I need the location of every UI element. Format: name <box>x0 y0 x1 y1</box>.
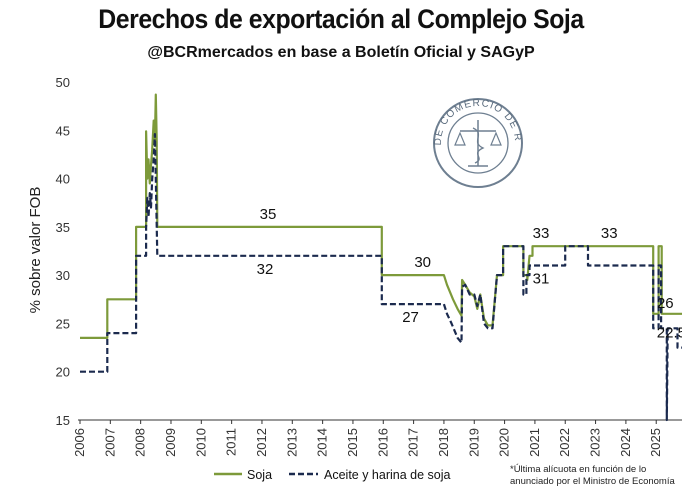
series-layer <box>80 93 682 422</box>
y-axis-label: % sobre valor FOB <box>27 187 44 314</box>
x-tick-label: 2025 <box>648 428 663 457</box>
footnote-line-1: *Última alícuota en función de lo <box>510 464 646 475</box>
data-label: 33 <box>601 225 618 242</box>
y-tick-label: 35 <box>56 220 70 235</box>
x-tick-label: 2016 <box>375 428 390 457</box>
y-tick-label: 30 <box>56 268 70 283</box>
x-tick-label: 2008 <box>133 428 148 457</box>
x-tick-label: 2022 <box>557 428 572 457</box>
data-label: 33 <box>533 225 550 242</box>
series-line-aceite-harina <box>80 133 682 422</box>
legend: Soja Aceite y harina de soja <box>214 468 451 482</box>
bcr-seal-logo: BOLSA DE COMERCIO DE ROSARIO <box>0 0 523 188</box>
annotations-layer: 35 32 30 27 33 31 33 26 22.5 <box>257 206 682 342</box>
x-tick-label: 2017 <box>406 428 421 457</box>
x-tick-label: 2015 <box>345 428 360 457</box>
legend-label-soja: Soja <box>247 468 272 482</box>
legend-label-aceite: Aceite y harina de soja <box>324 468 451 482</box>
x-tick-label: 2021 <box>527 428 542 457</box>
x-tick-label: 2006 <box>72 428 87 457</box>
y-tick-label: 25 <box>56 316 70 331</box>
data-label: 31 <box>533 270 550 287</box>
chart-title: Derechos de exportación al Complejo Soja <box>98 4 584 34</box>
svg-text:BOLSA DE COMERCIO DE ROSARIO: BOLSA DE COMERCIO DE ROSARIO <box>0 0 523 146</box>
data-label: 35 <box>260 206 277 223</box>
x-tick-label: 2020 <box>497 428 512 457</box>
y-tick-label: 40 <box>56 172 70 187</box>
x-tick-label: 2014 <box>315 428 330 457</box>
x-tick-label: 2019 <box>466 428 481 457</box>
data-label: 30 <box>414 254 431 271</box>
data-label: 27 <box>402 309 419 326</box>
seal-lettering: BOLSA DE COMERCIO DE ROSARIO <box>0 0 522 146</box>
x-tick-label: 2011 <box>224 428 239 456</box>
x-axis-ticks: 2006 2007 2008 2009 2010 2011 2012 2013 2014 2015… <box>72 420 663 457</box>
y-tick-label: 45 <box>56 123 70 138</box>
x-tick-label: 2024 <box>618 428 633 457</box>
x-tick-label: 2009 <box>163 428 178 457</box>
y-tick-label: 20 <box>56 365 70 380</box>
x-tick-label: 2018 <box>436 428 451 457</box>
x-tick-label: 2012 <box>254 428 269 457</box>
data-label: 32 <box>257 261 274 278</box>
series-line-soja <box>80 93 682 339</box>
y-axis-ticks: 15 20 25 30 35 40 45 50 <box>56 75 70 428</box>
data-label: 26 <box>657 295 674 312</box>
footnote-line-2: anunciado por el Ministro de Economía <box>510 476 675 487</box>
y-tick-label: 15 <box>56 413 70 428</box>
data-label: 22.5 <box>657 325 682 342</box>
x-tick-label: 2007 <box>102 428 117 457</box>
y-tick-label: 50 <box>56 75 70 90</box>
x-tick-label: 2013 <box>284 428 299 457</box>
chart-subtitle: @BCRmercados en base a Boletín Oficial y… <box>147 44 535 61</box>
x-tick-label: 2010 <box>193 428 208 457</box>
x-tick-label: 2023 <box>588 428 603 457</box>
